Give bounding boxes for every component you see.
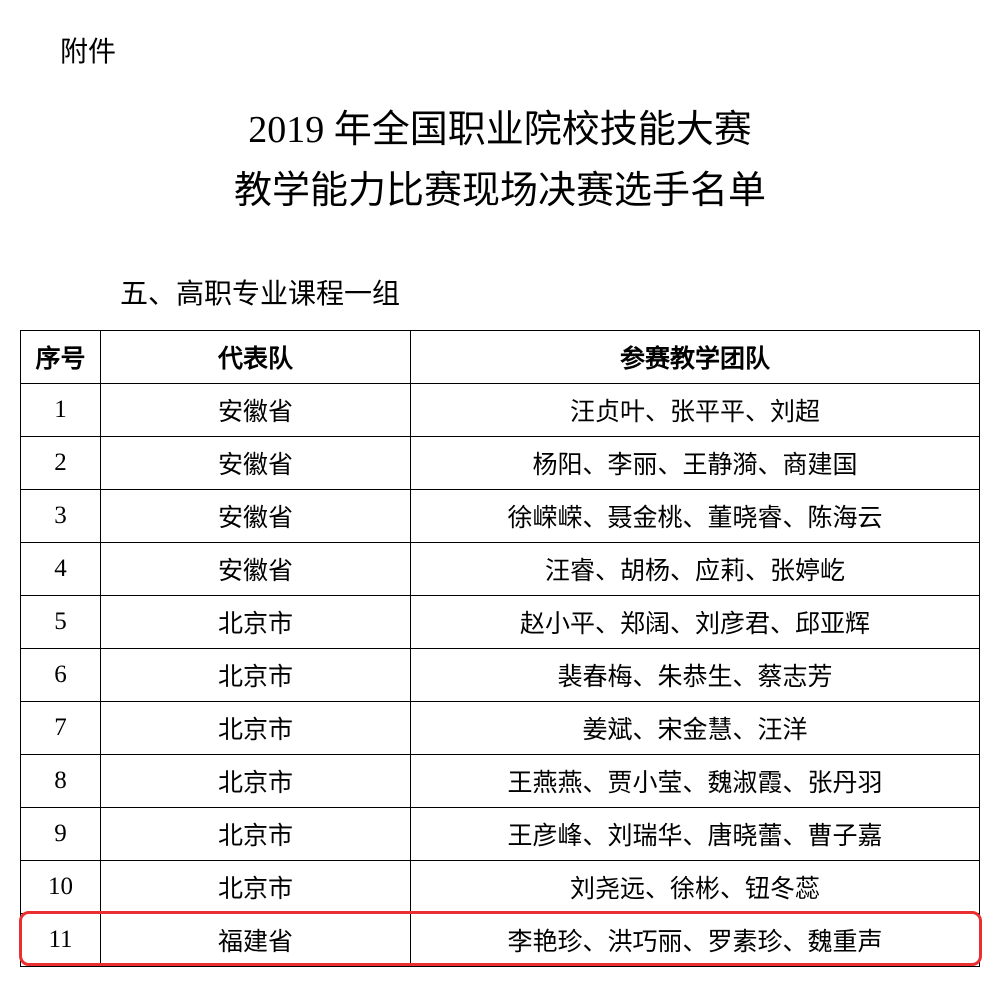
cell-members: 徐嵘嵘、聂金桃、董晓睿、陈海云: [411, 489, 980, 542]
cell-seq: 2: [21, 436, 101, 489]
cell-members: 王燕燕、贾小莹、魏淑霞、张丹羽: [411, 754, 980, 807]
table-row: 9北京市王彦峰、刘瑞华、唐晓蕾、曹子嘉: [21, 807, 980, 860]
table-header-row: 序号 代表队 参赛教学团队: [21, 330, 980, 383]
cell-seq: 3: [21, 489, 101, 542]
cell-seq: 9: [21, 807, 101, 860]
attachment-label: 附件: [60, 30, 980, 70]
cell-members: 赵小平、郑阔、刘彦君、邱亚辉: [411, 595, 980, 648]
table-row: 8北京市王燕燕、贾小莹、魏淑霞、张丹羽: [21, 754, 980, 807]
cell-members: 王彦峰、刘瑞华、唐晓蕾、曹子嘉: [411, 807, 980, 860]
table-row: 1安徽省汪贞叶、张平平、刘超: [21, 383, 980, 436]
cell-team: 北京市: [101, 701, 411, 754]
table-row: 4安徽省汪睿、胡杨、应莉、张婷屹: [21, 542, 980, 595]
table-row: 10北京市刘尧远、徐彬、钮冬蕊: [21, 860, 980, 913]
cell-seq: 11: [21, 913, 101, 966]
title-line-2: 教学能力比赛现场决赛选手名单: [20, 161, 980, 222]
cell-members: 裴春梅、朱恭生、蔡志芳: [411, 648, 980, 701]
col-header-seq: 序号: [21, 330, 101, 383]
cell-team: 安徽省: [101, 542, 411, 595]
cell-team: 安徽省: [101, 383, 411, 436]
table-row: 2安徽省杨阳、李丽、王静漪、商建国: [21, 436, 980, 489]
cell-members: 杨阳、李丽、王静漪、商建国: [411, 436, 980, 489]
table-row: 5北京市赵小平、郑阔、刘彦君、邱亚辉: [21, 595, 980, 648]
cell-seq: 5: [21, 595, 101, 648]
cell-seq: 10: [21, 860, 101, 913]
cell-seq: 1: [21, 383, 101, 436]
cell-members: 汪睿、胡杨、应莉、张婷屹: [411, 542, 980, 595]
section-label: 五、高职专业课程一组: [120, 272, 980, 312]
cell-team: 福建省: [101, 913, 411, 966]
cell-team: 北京市: [101, 648, 411, 701]
table-row: 3安徽省徐嵘嵘、聂金桃、董晓睿、陈海云: [21, 489, 980, 542]
cell-seq: 4: [21, 542, 101, 595]
table-row: 6北京市裴春梅、朱恭生、蔡志芳: [21, 648, 980, 701]
cell-seq: 7: [21, 701, 101, 754]
cell-members: 李艳珍、洪巧丽、罗素珍、魏重声: [411, 913, 980, 966]
cell-team: 北京市: [101, 807, 411, 860]
finalists-table: 序号 代表队 参赛教学团队 1安徽省汪贞叶、张平平、刘超2安徽省杨阳、李丽、王静…: [20, 330, 980, 967]
cell-members: 姜斌、宋金慧、汪洋: [411, 701, 980, 754]
cell-seq: 6: [21, 648, 101, 701]
cell-members: 汪贞叶、张平平、刘超: [411, 383, 980, 436]
cell-members: 刘尧远、徐彬、钮冬蕊: [411, 860, 980, 913]
table-row: 11福建省李艳珍、洪巧丽、罗素珍、魏重声: [21, 913, 980, 966]
cell-team: 北京市: [101, 860, 411, 913]
table-row: 7北京市姜斌、宋金慧、汪洋: [21, 701, 980, 754]
cell-team: 北京市: [101, 595, 411, 648]
col-header-team: 代表队: [101, 330, 411, 383]
cell-team: 安徽省: [101, 489, 411, 542]
cell-team: 北京市: [101, 754, 411, 807]
cell-team: 安徽省: [101, 436, 411, 489]
col-header-members: 参赛教学团队: [411, 330, 980, 383]
document-title: 2019 年全国职业院校技能大赛 教学能力比赛现场决赛选手名单: [20, 100, 980, 222]
title-line-1: 2019 年全国职业院校技能大赛: [20, 100, 980, 161]
cell-seq: 8: [21, 754, 101, 807]
